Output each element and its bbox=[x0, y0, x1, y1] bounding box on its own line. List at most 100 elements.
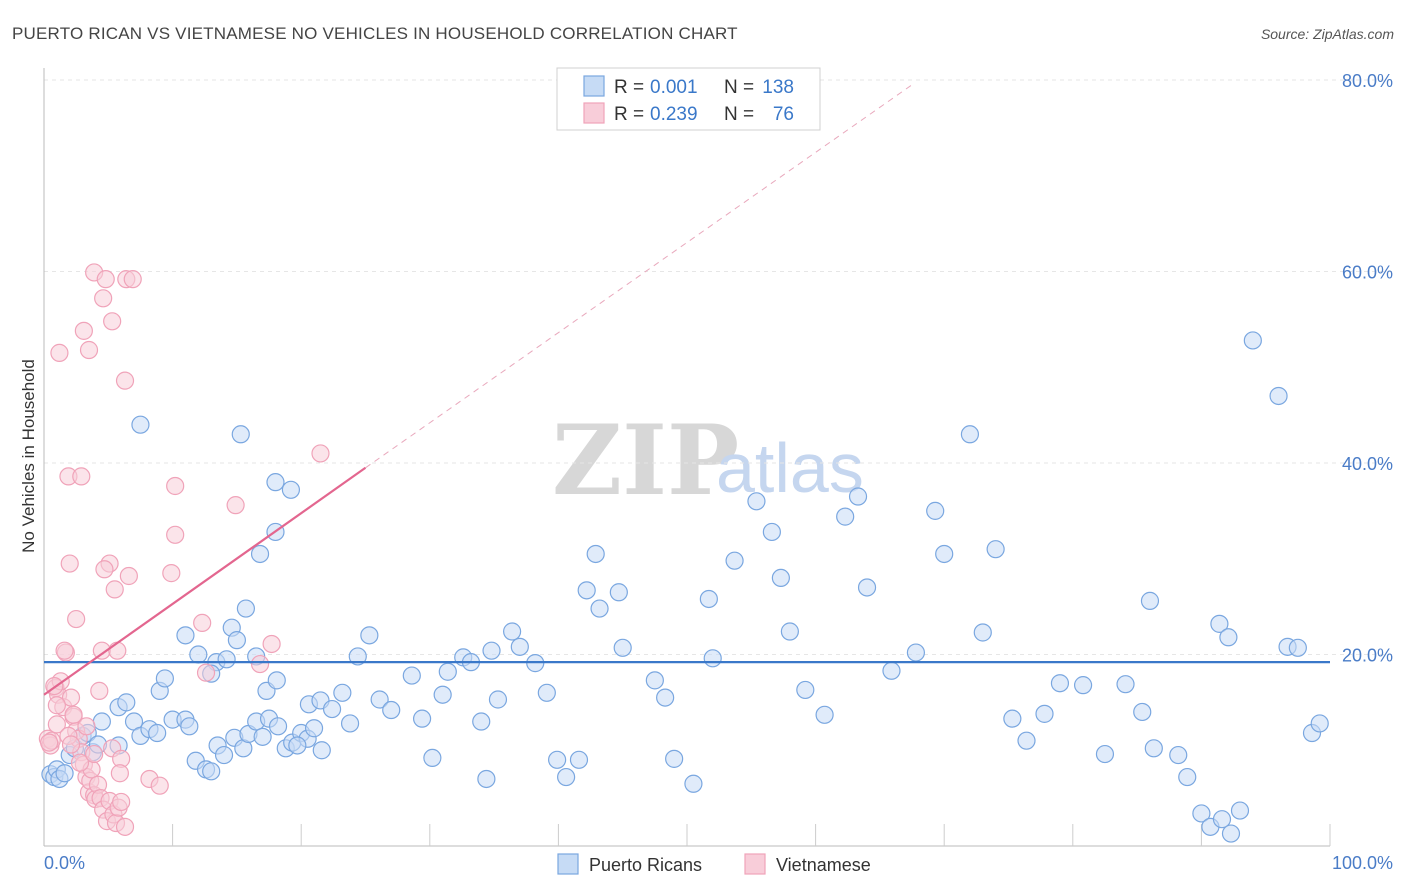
data-point bbox=[322, 699, 342, 719]
data-point bbox=[986, 540, 1005, 559]
data-point bbox=[108, 641, 127, 660]
data-point bbox=[472, 712, 491, 731]
bottom-legend-swatch-puerto-ricans bbox=[557, 853, 579, 875]
y-axis-label: No Vehicles in Household bbox=[19, 359, 38, 553]
data-point bbox=[193, 613, 212, 633]
data-point bbox=[55, 764, 74, 783]
data-point bbox=[117, 693, 136, 712]
data-point bbox=[882, 661, 901, 680]
data-point bbox=[590, 599, 609, 618]
data-point bbox=[340, 714, 360, 733]
bottom-legend-label-puerto-ricans: Puerto Ricans bbox=[589, 855, 702, 875]
data-point bbox=[166, 476, 185, 496]
data-point bbox=[77, 717, 96, 736]
data-point bbox=[482, 641, 501, 660]
data-point bbox=[1178, 767, 1197, 787]
data-point bbox=[548, 750, 567, 769]
data-point bbox=[227, 631, 246, 650]
data-point bbox=[1243, 331, 1262, 350]
data-point bbox=[1133, 702, 1152, 722]
y-tick-label: 20.0% bbox=[1342, 646, 1393, 666]
data-point bbox=[268, 717, 288, 736]
x-tick-label-min: 0.0% bbox=[44, 853, 85, 873]
data-point bbox=[1073, 676, 1093, 695]
legend-r-value-1: 0.001 bbox=[650, 77, 698, 98]
data-point bbox=[815, 705, 834, 724]
data-point bbox=[488, 690, 508, 709]
series-puerto-ricans-points bbox=[41, 331, 1329, 843]
data-point bbox=[926, 501, 945, 520]
watermark-atlas: atlas bbox=[716, 429, 864, 507]
data-point bbox=[423, 748, 442, 768]
data-point bbox=[857, 578, 877, 597]
chart-source: Source: ZipAtlas.com bbox=[1261, 26, 1394, 42]
data-point bbox=[304, 719, 324, 738]
legend-n-value-1: 138 bbox=[762, 77, 794, 98]
data-point bbox=[267, 671, 286, 690]
data-point bbox=[780, 622, 799, 641]
data-point bbox=[725, 551, 744, 570]
trend-lines bbox=[43, 84, 1330, 696]
y-axis-tick-labels: 20.0% 40.0% 60.0% 80.0% bbox=[1342, 71, 1393, 666]
data-point bbox=[1310, 714, 1329, 733]
data-point bbox=[250, 654, 270, 674]
data-point bbox=[60, 554, 79, 573]
legend-r-label-2: R = bbox=[614, 104, 644, 125]
data-point bbox=[50, 343, 69, 362]
data-point bbox=[433, 685, 452, 704]
data-point bbox=[609, 583, 628, 602]
data-point bbox=[771, 568, 790, 588]
data-point bbox=[67, 609, 86, 629]
watermark-zip: ZIP bbox=[552, 404, 739, 517]
data-point bbox=[1212, 810, 1232, 829]
data-point bbox=[288, 736, 307, 755]
data-point bbox=[348, 647, 367, 666]
data-point bbox=[836, 507, 855, 526]
data-point bbox=[796, 680, 815, 700]
data-point bbox=[1035, 704, 1054, 723]
gridlines bbox=[44, 79, 1393, 655]
data-point bbox=[370, 690, 389, 709]
bottom-legend-label-vietnamese: Vietnamese bbox=[776, 855, 871, 875]
data-point bbox=[96, 270, 115, 289]
data-point bbox=[79, 340, 99, 360]
data-point bbox=[40, 733, 59, 752]
x-tick-label-max: 100.0% bbox=[1332, 853, 1393, 873]
data-point bbox=[569, 750, 589, 769]
data-point bbox=[231, 425, 250, 444]
data-point bbox=[645, 671, 664, 690]
data-point bbox=[557, 767, 576, 787]
legend-swatch-vietnamese bbox=[583, 102, 605, 124]
data-point bbox=[402, 666, 421, 685]
data-point bbox=[1219, 628, 1238, 647]
data-point bbox=[64, 705, 83, 724]
data-point bbox=[382, 700, 401, 720]
legend-n-label-2: N = bbox=[724, 104, 754, 125]
data-point bbox=[250, 544, 270, 564]
legend-n-label-1: N = bbox=[724, 77, 754, 98]
data-point bbox=[95, 560, 114, 579]
data-point bbox=[1017, 731, 1036, 750]
data-point bbox=[226, 496, 245, 515]
data-point bbox=[703, 649, 722, 668]
data-point bbox=[253, 727, 272, 746]
data-point bbox=[311, 444, 330, 463]
data-point bbox=[72, 467, 91, 486]
data-point bbox=[1221, 824, 1241, 843]
data-point bbox=[189, 645, 208, 664]
trend-line-vietnamese bbox=[43, 466, 367, 696]
data-point bbox=[180, 717, 199, 736]
series-vietnamese-points bbox=[38, 263, 330, 836]
data-point bbox=[262, 634, 281, 654]
stats-legend: R = 0.001 N = 138 R = 0.239 N = 76 bbox=[556, 67, 821, 131]
data-point bbox=[47, 696, 66, 715]
data-point bbox=[1003, 709, 1022, 728]
x-axis-ticks bbox=[172, 824, 1331, 846]
data-point bbox=[123, 270, 142, 289]
chart-title: PUERTO RICAN VS VIETNAMESE NO VEHICLES I… bbox=[12, 24, 738, 43]
data-point bbox=[503, 622, 522, 641]
data-point bbox=[333, 683, 352, 702]
data-point bbox=[110, 764, 129, 783]
legend-swatch-puerto-ricans bbox=[583, 75, 605, 97]
data-point bbox=[906, 643, 926, 662]
